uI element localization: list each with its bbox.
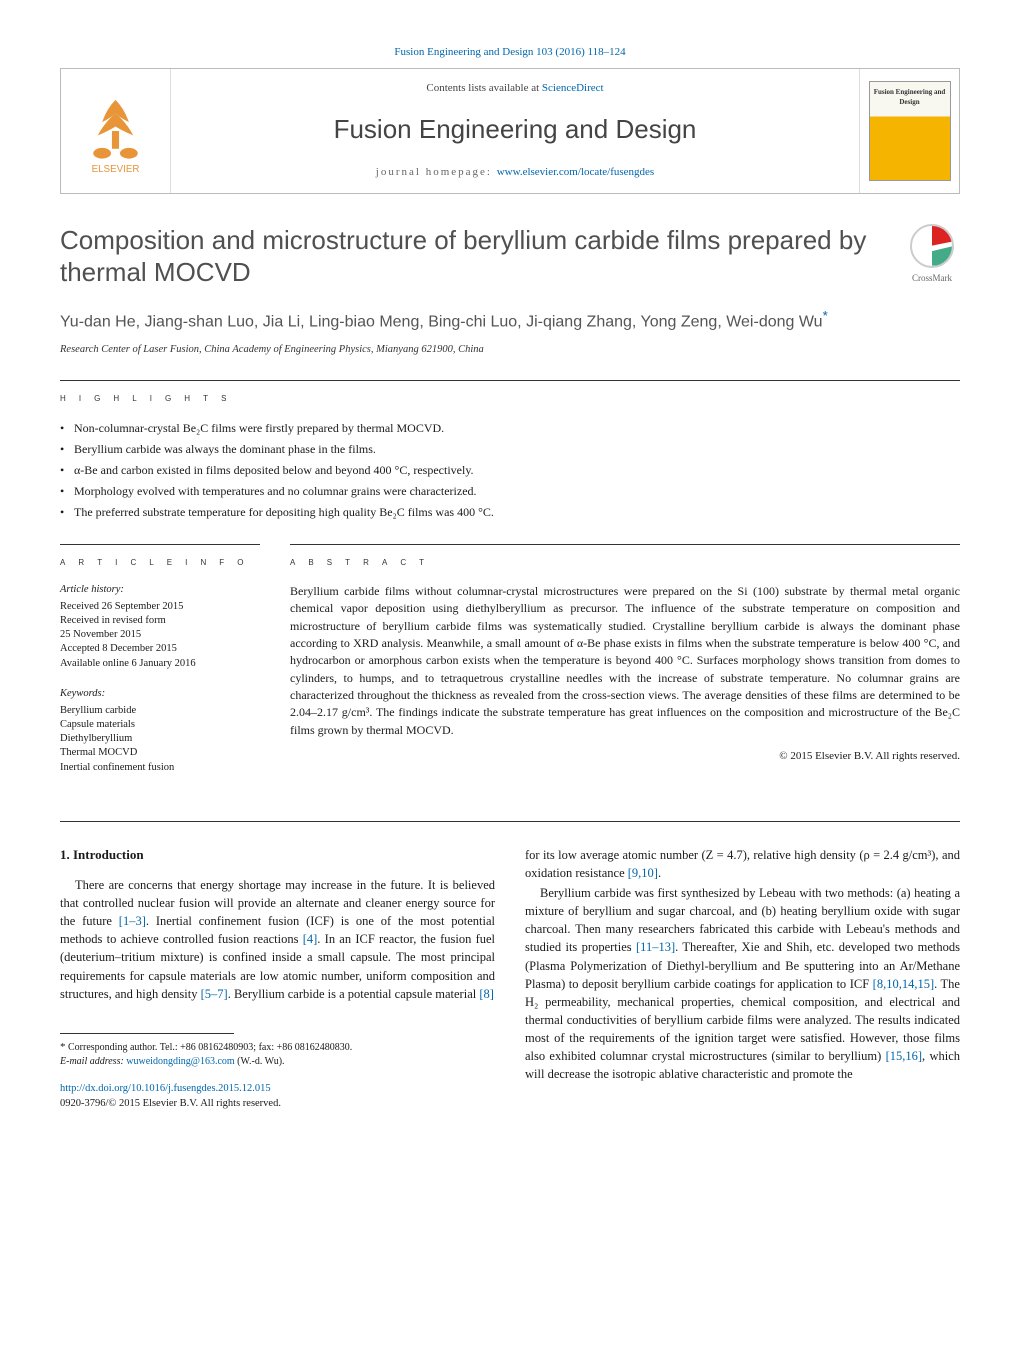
doi-link[interactable]: http://dx.doi.org/10.1016/j.fusengdes.20… xyxy=(60,1083,271,1094)
keywords-title: Keywords: xyxy=(60,687,260,701)
journal-cover-thumbnail: Fusion Engineering and Design xyxy=(869,81,951,181)
highlight-item: The preferred substrate temperature for … xyxy=(60,502,960,523)
keyword-lines: Beryllium carbideCapsule materialsDiethy… xyxy=(60,704,260,775)
corresponding-author-footnote: * Corresponding author. Tel.: +86 081624… xyxy=(60,1040,495,1068)
citation-header: Fusion Engineering and Design 103 (2016)… xyxy=(60,45,960,60)
highlight-item: Non-columnar-crystal Be₂C films were fir… xyxy=(60,418,960,439)
journal-homepage-link[interactable]: www.elsevier.com/locate/fusengdes xyxy=(497,166,655,178)
author-list: Yu-dan He, Jiang-shan Luo, Jia Li, Ling-… xyxy=(60,307,960,334)
citation-link[interactable]: [11–13] xyxy=(636,940,675,954)
doi-block: http://dx.doi.org/10.1016/j.fusengdes.20… xyxy=(60,1082,495,1111)
corresponding-mark: * xyxy=(823,308,828,323)
citation-link[interactable]: [1–3] xyxy=(119,914,146,928)
abstract-copyright: © 2015 Elsevier B.V. All rights reserved… xyxy=(290,749,960,764)
journal-banner: ELSEVIER Contents lists available at Sci… xyxy=(60,68,960,193)
intro-para-2: for its low average atomic number (Z = 4… xyxy=(525,846,960,882)
svg-text:ELSEVIER: ELSEVIER xyxy=(92,164,140,175)
intro-para-3: Beryllium carbide was first synthesized … xyxy=(525,884,960,1083)
history-title: Article history: xyxy=(60,583,260,597)
history-lines: Received 26 September 2015Received in re… xyxy=(60,600,260,671)
intro-heading: 1. Introduction xyxy=(60,846,495,864)
abstract-text: Beryllium carbide films without columnar… xyxy=(290,583,960,740)
crossmark-icon xyxy=(910,224,954,268)
citation-link[interactable]: [9,10] xyxy=(628,866,658,880)
elsevier-tree-logo: ELSEVIER xyxy=(71,86,160,176)
highlights-label: h i g h l i g h t s xyxy=(60,380,960,406)
affiliation: Research Center of Laser Fusion, China A… xyxy=(60,343,960,358)
citation-link[interactable]: [4] xyxy=(303,932,318,946)
crossmark-widget[interactable]: CrossMark xyxy=(904,224,960,285)
citation-link[interactable]: [8] xyxy=(479,987,494,1001)
issn-copyright: 0920-3796/© 2015 Elsevier B.V. All right… xyxy=(60,1098,281,1109)
section-divider xyxy=(60,821,960,822)
citation-link[interactable]: [15,16] xyxy=(886,1049,922,1063)
journal-homepage: journal homepage: www.elsevier.com/locat… xyxy=(191,165,839,180)
footnote-rule xyxy=(60,1033,234,1034)
citation-link[interactable]: [5–7] xyxy=(201,987,228,1001)
author-email-link[interactable]: wuweidongding@163.com xyxy=(126,1056,234,1067)
citation-link[interactable]: [8,10,14,15] xyxy=(873,977,934,991)
article-title: Composition and microstructure of beryll… xyxy=(60,224,884,289)
highlight-item: Beryllium carbide was always the dominan… xyxy=(60,439,960,460)
crossmark-label: CrossMark xyxy=(904,272,960,285)
publisher-logo-wrap: ELSEVIER xyxy=(61,69,171,192)
article-info-label: a r t i c l e i n f o xyxy=(60,544,260,570)
sciencedirect-link[interactable]: ScienceDirect xyxy=(542,82,604,94)
highlight-item: α-Be and carbon existed in films deposit… xyxy=(60,460,960,481)
contents-available: Contents lists available at ScienceDirec… xyxy=(191,81,839,96)
highlights-list: Non-columnar-crystal Be₂C films were fir… xyxy=(60,418,960,522)
highlight-item: Morphology evolved with temperatures and… xyxy=(60,481,960,502)
journal-title: Fusion Engineering and Design xyxy=(191,111,839,147)
abstract-label: a b s t r a c t xyxy=(290,544,960,570)
intro-para-1: There are concerns that energy shortage … xyxy=(60,876,495,1003)
